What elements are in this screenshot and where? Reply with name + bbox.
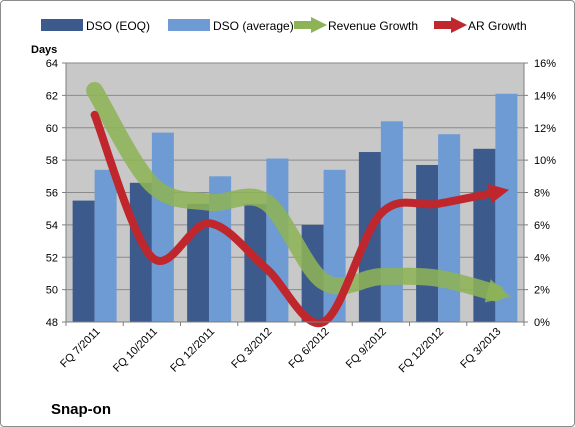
legend-swatch-dso-eoq — [41, 19, 83, 31]
legend-label-revenue-growth: Revenue Growth — [328, 19, 418, 33]
left-axis-tick-label: 52 — [46, 252, 58, 264]
right-axis-tick-label: 14% — [534, 90, 556, 102]
bar-dso-eoq — [129, 182, 152, 322]
bar-dso-average — [495, 93, 518, 322]
left-axis-tick-label: 60 — [46, 123, 58, 135]
bar-dso-average — [380, 121, 403, 323]
x-axis-tick-label: FQ 3/2012 — [229, 326, 274, 371]
growth-lines-group — [86, 82, 511, 328]
legend-swatch-dso-average — [168, 19, 210, 31]
revenue-growth-line — [86, 82, 511, 303]
left-axis-tick-label: 58 — [46, 155, 58, 167]
left-axis-tick-label: 62 — [46, 90, 58, 102]
left-axis-tick-label: 50 — [46, 285, 58, 297]
right-axis-tick-label: 2% — [534, 285, 550, 297]
x-axis-tick-label: FQ 12/2012 — [397, 326, 447, 376]
right-axis-tick-label: 16% — [534, 58, 556, 70]
right-axis-tick-label: 8% — [534, 188, 550, 200]
bar-dso-average — [438, 134, 461, 322]
bar-dso-average — [151, 132, 174, 322]
company-name: Snap-on — [51, 401, 111, 418]
x-axis-tick-label: FQ 6/2012 — [287, 326, 332, 371]
right-axis-tick-label: 10% — [534, 155, 556, 167]
x-axis-tick-label: FQ 7/2011 — [58, 326, 103, 371]
bar-dso-average — [94, 169, 117, 322]
x-axis-tick-label: FQ 3/2013 — [458, 326, 503, 371]
legend-label-dso-average: DSO (average) — [213, 19, 294, 33]
bar-dso-average — [209, 176, 232, 322]
right-axis-tick-label: 6% — [534, 220, 550, 232]
left-axis-tick-label: 56 — [46, 188, 58, 200]
left-axis-tick-label: 48 — [46, 317, 58, 329]
ar-growth-line — [90, 110, 510, 328]
y-axis-title-days: Days — [31, 44, 57, 56]
legend: DSO (EOQ) DSO (average) Revenue Growth A… — [41, 17, 527, 33]
legend-label-dso-eoq: DSO (EOQ) — [86, 19, 150, 33]
left-axis-tick-label: 54 — [46, 220, 58, 232]
right-axis-tick-label: 0% — [534, 317, 550, 329]
left-axis-tick-label: 64 — [46, 58, 58, 70]
x-axis-tick-label: FQ 10/2011 — [111, 326, 160, 375]
bar-dso-eoq — [72, 200, 95, 322]
legend-label-ar-growth: AR Growth — [468, 19, 527, 33]
bar-dso-eoq — [416, 164, 439, 322]
right-axis-tick-label: 12% — [534, 123, 556, 135]
right-axis-tick-label: 4% — [534, 252, 550, 264]
x-axis-tick-label: FQ 9/2012 — [344, 326, 389, 371]
x-axis-tick-label: FQ 12/2011 — [168, 326, 217, 375]
